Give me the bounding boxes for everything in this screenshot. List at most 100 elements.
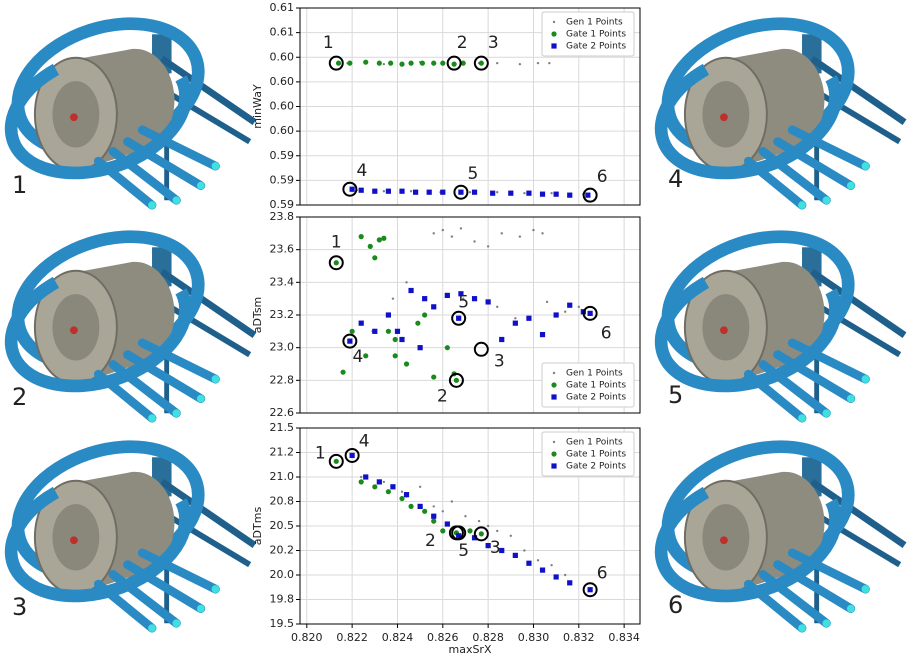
rendering (0, 425, 255, 632)
marker (564, 310, 567, 313)
marker (403, 492, 410, 498)
y-tick-label: 0.61 (270, 1, 295, 14)
panel-label: 2 (12, 383, 27, 411)
marker (440, 189, 446, 195)
legend: Gen 1 Points Gate 1 Points Gate 2 Points (541, 431, 635, 477)
y-tick-label: 0.60 (270, 100, 295, 113)
marker (376, 479, 382, 485)
marker (587, 587, 593, 593)
marker (367, 243, 373, 249)
annotation-label: 4 (359, 431, 370, 451)
annotation-label: 2 (457, 33, 468, 53)
annotation-label: 3 (488, 33, 499, 53)
marker (385, 489, 391, 495)
scatter-chart: 22.6 22.8 23.0 23.2 23.4 23.6 23.8 aDTsm 1 2 3 4 5 6 G… (251, 210, 641, 419)
marker (539, 191, 546, 197)
marker (431, 518, 437, 524)
marker (585, 192, 591, 198)
annotation-circle (328, 55, 344, 71)
marker (418, 485, 422, 488)
marker (486, 245, 490, 248)
marker (473, 240, 476, 243)
scatter-chart: 0.820 0.822 0.824 0.826 0.828 0.830 0.832 0.834… (251, 421, 641, 656)
marker (490, 190, 496, 196)
panel-label: 5 (668, 381, 683, 409)
marker (391, 297, 395, 300)
marker (358, 320, 364, 326)
marker (403, 361, 410, 367)
legend: Gen 1 Points Gate 1 Points Gate 2 Points (541, 362, 635, 408)
rendering (645, 215, 904, 422)
marker (477, 519, 481, 523)
y-tick-label: 20.5 (270, 519, 295, 532)
marker (509, 534, 512, 537)
y-tick-label: 23.0 (270, 341, 295, 354)
annotation-circle (344, 447, 360, 463)
annotation-circle (453, 184, 469, 200)
legend: Gen 1 Points Gate 1 Points Gate 2 Points (541, 11, 635, 57)
marker (496, 305, 499, 309)
marker (514, 317, 517, 320)
y-tick-label: 19.5 (270, 617, 295, 630)
marker (485, 299, 491, 305)
annotation-circle (328, 453, 344, 469)
x-tick-label: 0.826 (427, 631, 459, 644)
annotation-label: 6 (597, 167, 608, 187)
marker (358, 187, 364, 193)
marker (567, 580, 573, 586)
legend-marker (551, 451, 557, 457)
marker (372, 328, 378, 334)
marker (567, 302, 573, 308)
annotation-label: 4 (356, 161, 367, 181)
y-tick-label: 0.60 (270, 75, 295, 88)
y-tick-label: 20.0 (270, 568, 295, 581)
marker (485, 543, 491, 549)
y-tick-label: 23.4 (270, 275, 295, 288)
marker (444, 292, 450, 298)
marker (523, 191, 526, 195)
annotation-circle (582, 582, 598, 598)
annotation-label: 4 (352, 347, 363, 367)
marker (400, 490, 404, 493)
marker (385, 312, 391, 318)
legend-label: Gen 1 Points (566, 369, 623, 379)
legend-label: Gate 2 Points (566, 462, 626, 472)
panel-label: 4 (668, 165, 683, 193)
marker (577, 305, 580, 309)
marker (349, 328, 355, 334)
marker (500, 232, 503, 235)
legend-marker (552, 371, 556, 375)
x-axis-label: maxSrX (448, 643, 491, 655)
marker (553, 574, 559, 580)
marker (422, 296, 428, 302)
marker (360, 475, 363, 479)
marker (431, 60, 437, 66)
marker (390, 484, 396, 490)
marker (333, 458, 339, 464)
annotation-circle (446, 55, 462, 71)
marker (444, 345, 450, 351)
legend-label: Gate 2 Points (566, 42, 626, 52)
y-tick-label: 20.2 (270, 544, 295, 557)
y-tick-label: 23.6 (270, 243, 295, 256)
marker (363, 353, 369, 359)
legend-box (541, 11, 635, 57)
annotation-circle (473, 341, 489, 357)
marker (349, 452, 355, 459)
y-axis-label: minWaY (251, 84, 264, 129)
y-tick-label: 22.8 (270, 373, 295, 386)
marker (464, 515, 467, 518)
legend-marker (551, 31, 557, 37)
x-tick-label: 0.822 (336, 631, 368, 644)
marker (459, 227, 463, 230)
marker (392, 353, 398, 359)
marker (440, 60, 446, 66)
marker (333, 260, 339, 266)
marker (440, 528, 446, 534)
marker (349, 186, 355, 192)
marker (539, 567, 546, 573)
marker (471, 296, 478, 302)
marker (456, 315, 462, 321)
marker (358, 479, 364, 485)
annotation-circle (473, 55, 489, 71)
